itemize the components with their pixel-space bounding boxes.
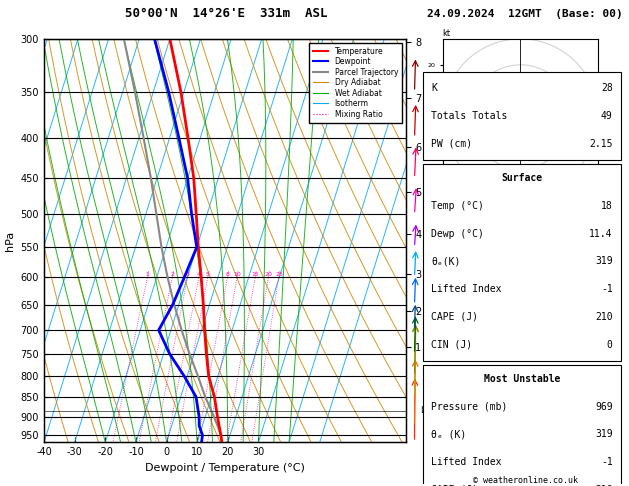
- Text: 15: 15: [252, 272, 259, 277]
- Text: Mixing Ratio (g/kg): Mixing Ratio (g/kg): [448, 201, 457, 280]
- FancyBboxPatch shape: [423, 72, 621, 160]
- Text: θₑ(K): θₑ(K): [431, 256, 461, 266]
- Text: © weatheronline.co.uk: © weatheronline.co.uk: [473, 476, 577, 485]
- Text: 319: 319: [595, 256, 613, 266]
- Text: Dewp (°C): Dewp (°C): [431, 228, 484, 239]
- Text: 49: 49: [601, 111, 613, 121]
- Text: Surface: Surface: [501, 173, 543, 183]
- Text: CAPE (J): CAPE (J): [431, 312, 479, 322]
- FancyBboxPatch shape: [423, 164, 621, 361]
- Text: Lifted Index: Lifted Index: [431, 284, 502, 294]
- Text: LCL: LCL: [420, 406, 435, 415]
- Text: K: K: [431, 83, 437, 93]
- Legend: Temperature, Dewpoint, Parcel Trajectory, Dry Adiabat, Wet Adiabat, Isotherm, Mi: Temperature, Dewpoint, Parcel Trajectory…: [309, 43, 402, 122]
- Text: 210: 210: [595, 312, 613, 322]
- Text: 969: 969: [595, 401, 613, 412]
- Text: 8: 8: [226, 272, 230, 277]
- Text: 11.4: 11.4: [589, 228, 613, 239]
- Text: 2: 2: [170, 272, 174, 277]
- Y-axis label: hPa: hPa: [5, 230, 15, 251]
- Y-axis label: km
ASL: km ASL: [427, 231, 449, 250]
- Text: θₑ (K): θₑ (K): [431, 430, 467, 439]
- Text: Lifted Index: Lifted Index: [431, 457, 502, 467]
- Text: ⨯: ⨯: [502, 90, 508, 96]
- Text: 1: 1: [145, 272, 150, 277]
- Text: 319: 319: [595, 430, 613, 439]
- Text: Most Unstable: Most Unstable: [484, 374, 560, 384]
- Text: 28: 28: [601, 83, 613, 93]
- Text: 50°00'N  14°26'E  331m  ASL: 50°00'N 14°26'E 331m ASL: [125, 7, 328, 20]
- Text: CAPE (J): CAPE (J): [431, 485, 479, 486]
- Text: Totals Totals: Totals Totals: [431, 111, 508, 121]
- FancyBboxPatch shape: [423, 365, 621, 486]
- X-axis label: Dewpoint / Temperature (°C): Dewpoint / Temperature (°C): [145, 463, 305, 473]
- Text: Temp (°C): Temp (°C): [431, 201, 484, 211]
- Text: Pressure (mb): Pressure (mb): [431, 401, 508, 412]
- Text: -1: -1: [601, 457, 613, 467]
- Text: 4: 4: [197, 272, 201, 277]
- Text: 5: 5: [206, 272, 210, 277]
- Text: ⨯: ⨯: [515, 98, 521, 104]
- Text: 10: 10: [233, 272, 241, 277]
- Text: 18: 18: [601, 201, 613, 211]
- Text: kt: kt: [443, 29, 451, 38]
- Text: 210: 210: [595, 485, 613, 486]
- Text: 24.09.2024  12GMT  (Base: 00): 24.09.2024 12GMT (Base: 00): [427, 9, 623, 19]
- Text: PW (cm): PW (cm): [431, 139, 472, 149]
- Text: CIN (J): CIN (J): [431, 340, 472, 349]
- Text: 25: 25: [275, 272, 283, 277]
- Text: 2.15: 2.15: [589, 139, 613, 149]
- Text: 0: 0: [607, 340, 613, 349]
- Text: 3: 3: [186, 272, 189, 277]
- Text: ⨯: ⨯: [479, 103, 484, 109]
- Text: 20: 20: [265, 272, 272, 277]
- Text: -1: -1: [601, 284, 613, 294]
